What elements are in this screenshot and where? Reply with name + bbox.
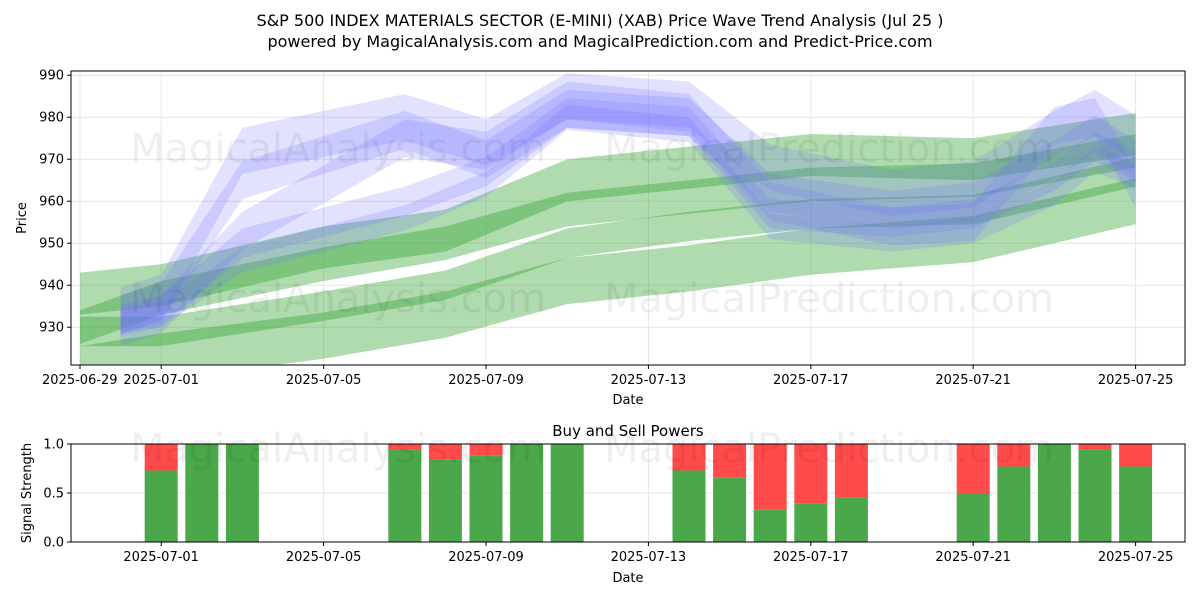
x-tick-label: 2025-07-13: [611, 550, 687, 565]
sell-bar: [144, 444, 178, 471]
x-tick-label: 2025-07-25: [1098, 550, 1174, 565]
buy-bar: [672, 470, 706, 542]
buy-bar: [1078, 449, 1112, 542]
x-tick-label: 2025-07-01: [123, 373, 199, 388]
price-y-ticks: 930 940 950 960 970 980 990: [39, 69, 71, 336]
power-panel-title: Buy and Sell Powers: [552, 422, 704, 440]
buy-bar: [428, 459, 462, 542]
x-tick-label: 2025-07-17: [773, 550, 849, 565]
buy-bar: [956, 493, 990, 542]
buy-bar: [1037, 444, 1071, 542]
y-tick-label: 930: [39, 321, 64, 336]
x-tick-label: 2025-07-13: [611, 373, 687, 388]
x-tick-label: 2025-07-05: [286, 550, 362, 565]
sell-bar: [753, 444, 787, 510]
band-layer: [80, 73, 1136, 365]
price-grid: [71, 71, 1185, 365]
watermark-text: MagicalAnalysis.com: [130, 126, 546, 172]
sell-bar: [713, 444, 747, 478]
buy-bar: [469, 455, 503, 542]
power-y-ticks: 0.0 0.5 1.0: [43, 438, 71, 551]
x-tick-label: 2025-07-25: [1098, 373, 1174, 388]
power-x-ticks: 2025-07-01 2025-07-05 2025-07-09 2025-07-13…: [123, 542, 1173, 565]
wave-band-blue-wave-1: [120, 73, 1136, 334]
price-watermarks: MagicalAnalysis.com MagicalPrediction.co…: [130, 126, 1054, 322]
price-y-axis-label: Price: [15, 202, 30, 234]
y-tick-label: 0.5: [43, 487, 64, 502]
price-panel: MagicalAnalysis.com MagicalPrediction.co…: [15, 69, 1186, 408]
buy-bar: [753, 509, 787, 542]
watermark-text: MagicalPrediction.com: [604, 126, 1054, 172]
wave-band-green-wave-2: [80, 134, 1136, 344]
buy-bar: [388, 449, 422, 542]
buy-bar: [185, 444, 219, 542]
sell-bar: [997, 444, 1031, 467]
buy-bar: [713, 477, 747, 542]
buy-bar: [550, 444, 584, 542]
x-tick-label: 2025-06-29: [42, 373, 118, 388]
sell-bar: [428, 444, 462, 460]
sell-bar: [388, 444, 422, 450]
power-panel: Buy and Sell Powers MagicalAnalysis.com …: [20, 422, 1186, 586]
x-tick-label: 2025-07-21: [935, 373, 1011, 388]
y-tick-label: 950: [39, 237, 64, 252]
x-tick-label: 2025-07-09: [448, 550, 524, 565]
y-tick-label: 970: [39, 153, 64, 168]
sell-bar: [1119, 444, 1153, 467]
power-x-axis-label: Date: [612, 571, 643, 586]
watermark-text: MagicalAnalysis.com: [130, 426, 546, 472]
wave-band-green-wave-4: [80, 178, 1136, 365]
buy-bar: [794, 503, 828, 542]
y-tick-label: 960: [39, 195, 64, 210]
buy-bar: [834, 497, 868, 542]
y-tick-label: 1.0: [43, 438, 64, 453]
wave-band-blue-wave-3: [120, 98, 1136, 334]
y-tick-label: 980: [39, 111, 64, 126]
sell-bar: [1078, 444, 1112, 450]
buy-bar: [144, 470, 178, 542]
watermark-text: MagicalPrediction.com: [604, 276, 1054, 322]
x-tick-label: 2025-07-21: [935, 550, 1011, 565]
wave-band-blue-wave-2: [120, 89, 1136, 334]
y-tick-label: 940: [39, 279, 64, 294]
price-x-axis-label: Date: [612, 393, 643, 408]
wave-band-green-wave-3: [80, 157, 1136, 347]
price-x-ticks: 2025-06-29 2025-07-01 2025-07-05 2025-07-09…: [42, 365, 1173, 388]
y-tick-label: 990: [39, 69, 64, 84]
power-y-axis-label: Signal Strength: [20, 443, 35, 543]
sell-bar: [794, 444, 828, 504]
watermark-text: MagicalPrediction.com: [604, 426, 1054, 472]
buy-bar: [1119, 466, 1153, 542]
watermark-text: MagicalAnalysis.com: [130, 276, 546, 322]
chart-title-line2: powered by MagicalAnalysis.com and Magic…: [267, 32, 932, 51]
sell-bar: [469, 444, 503, 456]
sell-bar: [956, 444, 990, 493]
x-tick-label: 2025-07-05: [286, 373, 362, 388]
x-tick-label: 2025-07-17: [773, 373, 849, 388]
buy-bar: [225, 444, 259, 542]
y-tick-label: 0.0: [43, 536, 64, 551]
wave-band-green-wave-1: [80, 113, 1136, 315]
sell-bar: [672, 444, 706, 471]
power-bars: [144, 444, 1153, 542]
chart-title-line1: S&P 500 INDEX MATERIALS SECTOR (E-MINI) …: [257, 11, 944, 30]
buy-bar: [510, 444, 544, 542]
x-tick-label: 2025-07-01: [123, 550, 199, 565]
price-plot-frame: [70, 70, 1186, 366]
sell-bar: [834, 444, 868, 498]
wave-band-blue-wave-5: [120, 81, 1136, 347]
buy-bar: [997, 466, 1031, 542]
power-watermarks: MagicalAnalysis.com MagicalPrediction.co…: [130, 426, 1054, 472]
x-tick-label: 2025-07-09: [448, 373, 524, 388]
price-wave-bands: [80, 73, 1136, 365]
